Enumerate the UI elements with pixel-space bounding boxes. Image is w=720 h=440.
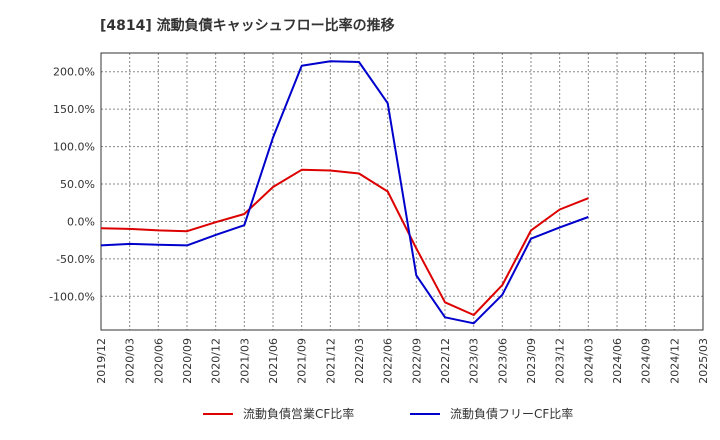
x-tick-label: 2020/03 xyxy=(124,338,137,384)
x-tick-label: 2023/03 xyxy=(468,338,481,384)
x-tick-label: 2023/09 xyxy=(525,338,538,384)
chart-title: [4814] 流動負債キャッシュフロー比率の推移 xyxy=(100,17,395,34)
x-tick-label: 2025/03 xyxy=(697,338,710,384)
x-axis: 2019/12 2020/03 2020/06 2020/09 2020/12 2021/… xyxy=(95,338,710,384)
x-tick-label: 2020/09 xyxy=(181,338,194,384)
x-tick-label: 2023/06 xyxy=(496,338,509,384)
x-tick-label: 2024/09 xyxy=(640,338,653,384)
x-tick-label: 2020/06 xyxy=(152,338,165,384)
x-tick-label: 2021/09 xyxy=(296,338,309,384)
plot-frame xyxy=(100,52,704,331)
x-tick-label: 2021/12 xyxy=(324,338,337,384)
series-line-1 xyxy=(100,168,589,316)
x-tick-label: 2024/06 xyxy=(611,338,624,384)
series-layer xyxy=(100,60,589,325)
x-tick-label: 2021/03 xyxy=(238,338,251,384)
x-tick-label: 2022/03 xyxy=(353,338,366,384)
x-tick-label: 2022/12 xyxy=(439,338,452,384)
y-tick-label: -50.0% xyxy=(56,253,95,266)
series-line-2 xyxy=(100,60,589,325)
legend-label-1: 流動負債営業CF比率 xyxy=(243,406,354,421)
legend-label-2: 流動負債フリーCF比率 xyxy=(450,406,573,421)
y-tick-label: 0.0% xyxy=(67,215,95,228)
x-tick-label: 2022/09 xyxy=(410,338,423,384)
y-axis: 200.0% 150.0% 100.0% 50.0% 0.0% -50.0% -100.0% xyxy=(49,66,95,304)
x-tick-label: 2019/12 xyxy=(95,338,108,384)
y-tick-label: -100.0% xyxy=(49,290,95,303)
x-tick-label: 2024/12 xyxy=(668,338,681,384)
legend: 流動負債営業CF比率 流動負債フリーCF比率 xyxy=(203,406,573,421)
x-tick-label: 2022/06 xyxy=(382,338,395,384)
y-tick-label: 100.0% xyxy=(53,141,95,154)
x-tick-label: 2024/03 xyxy=(582,338,595,384)
x-tick-label: 2023/12 xyxy=(554,338,567,384)
y-tick-label: 150.0% xyxy=(53,103,95,116)
y-tick-label: 200.0% xyxy=(53,66,95,79)
y-tick-label: 50.0% xyxy=(60,178,95,191)
x-tick-label: 2021/06 xyxy=(267,338,280,384)
x-tick-label: 2020/12 xyxy=(210,338,223,384)
